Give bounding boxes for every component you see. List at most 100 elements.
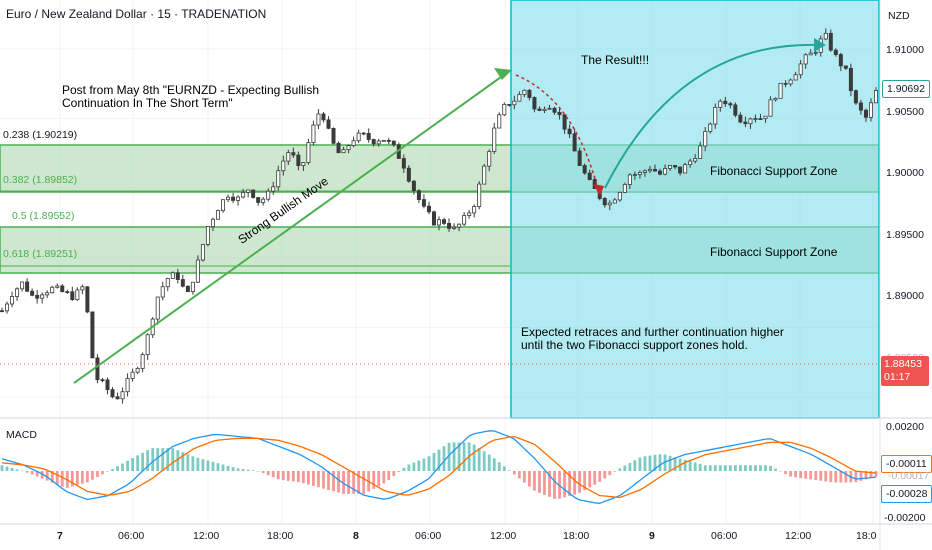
candle-body xyxy=(311,124,316,143)
macd-histogram-bar xyxy=(457,442,461,471)
candle-body xyxy=(140,354,145,369)
macd-histogram-bar xyxy=(613,471,617,472)
macd-histogram-bar xyxy=(708,465,712,471)
macd-histogram-bar xyxy=(251,470,255,471)
macd-histogram-bar xyxy=(40,471,44,479)
candle-body xyxy=(663,168,668,175)
candle-body xyxy=(622,184,627,193)
candle-body xyxy=(577,150,582,166)
candle-body xyxy=(190,281,195,293)
macd-histogram-bar xyxy=(322,471,325,489)
macd-histogram-bar xyxy=(553,471,556,499)
candlesticks xyxy=(0,28,879,404)
candle-body xyxy=(436,219,441,226)
symbol-title[interactable]: Euro / New Zealand Dollar · 15 · TRADENA… xyxy=(6,7,267,21)
candle-body xyxy=(291,152,296,156)
macd-histogram-bar xyxy=(146,450,150,471)
candle-body xyxy=(497,114,502,129)
candle-body xyxy=(130,371,135,379)
macd-histogram-bar xyxy=(50,471,54,483)
macd-histogram-bar xyxy=(558,471,561,499)
macd-histogram-bar xyxy=(588,471,592,488)
candle-body xyxy=(642,170,647,173)
macd-histogram-bar xyxy=(497,462,501,471)
candle-body xyxy=(713,106,718,125)
candle-body xyxy=(165,278,170,288)
macd-histogram-bar xyxy=(55,471,59,485)
time-tick: 06:00 xyxy=(118,530,145,542)
candle-body xyxy=(20,281,25,290)
result-label: The Result!!! xyxy=(581,53,650,67)
macd-histogram-bar xyxy=(141,452,145,471)
macd-histogram-bar xyxy=(347,471,350,494)
candle-body xyxy=(45,292,50,296)
time-tick: 7 xyxy=(57,530,63,542)
macd-histogram-bar xyxy=(548,471,551,497)
expect-note-line2: until the two Fibonacci support zones ho… xyxy=(521,338,748,352)
macd-histogram-bar xyxy=(869,471,873,479)
candle-body xyxy=(386,140,391,142)
candle-body xyxy=(341,149,346,154)
candle-body xyxy=(512,100,517,106)
macd-histogram-bar xyxy=(668,455,672,471)
candle-body xyxy=(492,127,497,152)
candle-body xyxy=(361,132,366,135)
candle-body xyxy=(582,165,587,174)
candle-body xyxy=(75,289,80,301)
result-box[interactable] xyxy=(510,0,880,419)
candle-body xyxy=(426,205,431,213)
candle-body xyxy=(738,114,743,123)
macd-label[interactable]: MACD xyxy=(6,429,37,441)
macd-histogram-bar xyxy=(201,459,205,471)
candle-body xyxy=(135,368,140,373)
macd-histogram-bar xyxy=(216,463,220,471)
time-tick: 12:00 xyxy=(193,530,220,542)
macd-histogram-bar xyxy=(713,465,717,471)
candle-body xyxy=(778,82,783,99)
candle-body xyxy=(321,113,326,121)
candle-body xyxy=(652,168,657,172)
macd-histogram-bar xyxy=(673,457,677,471)
macd-histogram xyxy=(0,442,878,499)
macd-histogram-bar xyxy=(15,469,19,471)
macd-histogram-bar xyxy=(804,471,808,479)
macd-histogram-bar xyxy=(256,471,260,472)
candle-body xyxy=(823,32,828,40)
macd-histogram-bar xyxy=(533,471,536,491)
time-tick: 9 xyxy=(649,530,655,542)
candle-body xyxy=(346,145,351,151)
candle-body xyxy=(487,151,492,167)
candle-body xyxy=(763,115,768,120)
macd-histogram-bar xyxy=(638,457,642,471)
candle-body xyxy=(221,199,226,211)
macd-histogram-bar xyxy=(236,468,240,471)
candle-body xyxy=(406,167,411,182)
candle-body xyxy=(266,190,271,200)
macd-histogram-bar xyxy=(784,471,787,474)
macd-histogram-bar xyxy=(623,465,627,471)
candle-body xyxy=(788,79,793,85)
macd-histogram-bar xyxy=(517,471,521,479)
macd-histogram-bar xyxy=(653,454,657,471)
retrace-dashed-arc xyxy=(515,74,599,191)
candle-body xyxy=(723,100,728,105)
candle-body xyxy=(647,168,652,172)
candle-body xyxy=(658,170,663,175)
candle-body xyxy=(80,286,85,291)
macd-histogram-bar xyxy=(698,463,702,471)
macd-histogram-bar xyxy=(266,471,270,476)
macd-histogram-bar xyxy=(317,471,320,488)
macd-histogram-bar xyxy=(774,468,777,471)
candle-body xyxy=(215,210,220,220)
candle-body xyxy=(25,281,30,292)
macd-histogram-bar xyxy=(407,464,411,471)
candle-body xyxy=(296,154,301,167)
candle-body xyxy=(256,197,261,203)
time-tick: 18:0 xyxy=(856,530,877,542)
macd-histogram-bar xyxy=(658,454,662,471)
macd-histogram-bar xyxy=(246,469,250,471)
macd-histogram-bar xyxy=(718,465,722,471)
macd-histogram-bar xyxy=(301,471,305,484)
macd-histogram-bar xyxy=(794,471,798,478)
macd-histogram-bar xyxy=(276,471,280,480)
